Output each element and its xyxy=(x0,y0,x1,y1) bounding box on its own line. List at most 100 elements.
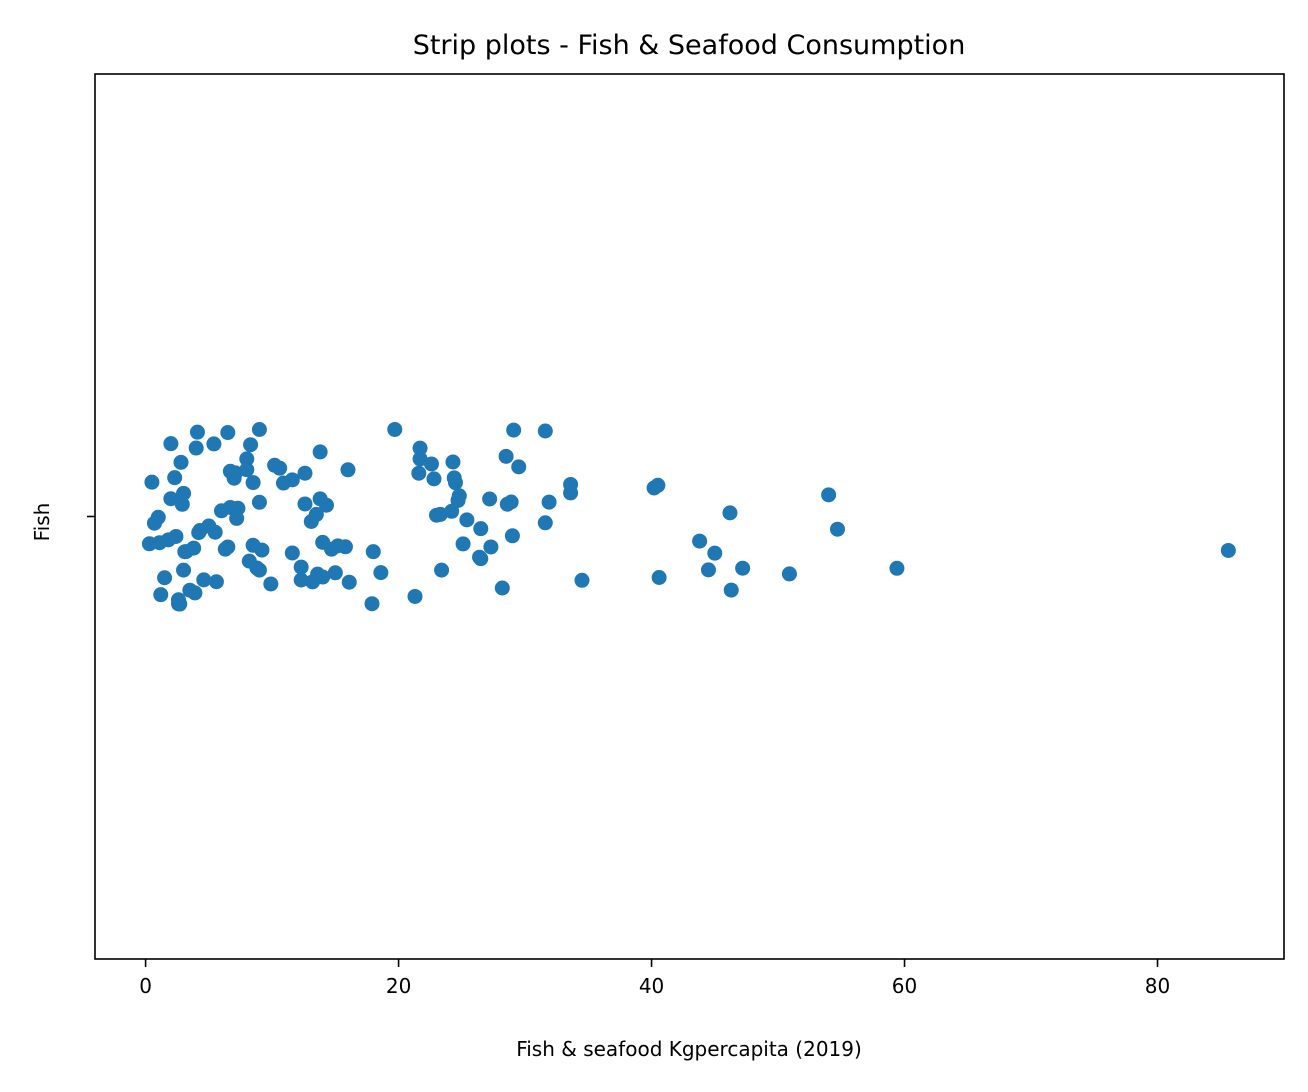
y-axis-label: Fish xyxy=(30,503,54,542)
data-point xyxy=(651,569,667,585)
data-point xyxy=(189,424,205,440)
data-point xyxy=(499,496,515,512)
data-point xyxy=(482,491,498,507)
data-point xyxy=(220,425,236,441)
data-point xyxy=(245,537,261,553)
data-point xyxy=(173,454,189,470)
data-point xyxy=(217,541,233,557)
data-point xyxy=(563,476,579,492)
data-point xyxy=(450,492,466,508)
data-point xyxy=(365,544,381,560)
data-point xyxy=(275,475,291,491)
data-point xyxy=(723,582,739,598)
data-point xyxy=(163,436,179,452)
data-point xyxy=(243,437,259,453)
data-point xyxy=(504,528,520,544)
data-point xyxy=(168,528,184,544)
data-point xyxy=(341,574,357,590)
data-point xyxy=(473,521,489,537)
data-point xyxy=(293,559,309,575)
data-point xyxy=(426,471,442,487)
data-point xyxy=(176,485,192,501)
data-point xyxy=(157,570,173,586)
data-point xyxy=(498,448,514,464)
data-point xyxy=(411,465,427,481)
data-point xyxy=(821,487,837,503)
data-point xyxy=(272,460,288,476)
data-point xyxy=(364,596,380,612)
data-point xyxy=(327,565,343,581)
data-point xyxy=(537,423,553,439)
data-point xyxy=(781,566,797,582)
data-point xyxy=(251,494,267,510)
data-point xyxy=(373,565,389,581)
data-point xyxy=(574,572,590,588)
data-point xyxy=(174,496,190,512)
data-point xyxy=(432,506,448,522)
data-point xyxy=(444,503,460,519)
data-point xyxy=(494,580,510,596)
chart-title: Strip plots - Fish & Seafood Consumption xyxy=(413,30,966,61)
data-point xyxy=(472,549,488,565)
data-point xyxy=(187,585,203,601)
data-point xyxy=(407,588,423,604)
x-tick-label: 40 xyxy=(639,974,664,998)
data-point xyxy=(692,533,708,549)
data-point xyxy=(459,512,475,528)
x-axis-label: Fish & seafood Kgpercapita (2019) xyxy=(516,1037,862,1061)
data-point xyxy=(1220,542,1236,558)
data-point xyxy=(178,544,194,560)
data-point xyxy=(541,494,557,510)
data-point xyxy=(387,421,403,437)
data-point xyxy=(251,422,267,438)
x-tick-label: 80 xyxy=(1145,974,1170,998)
data-point xyxy=(239,462,255,478)
data-point xyxy=(144,474,160,490)
data-point xyxy=(191,525,207,541)
data-point xyxy=(297,496,313,512)
data-point xyxy=(153,587,169,603)
data-point xyxy=(700,562,716,578)
data-point xyxy=(483,539,499,555)
data-point xyxy=(293,572,309,588)
data-point xyxy=(284,545,300,561)
data-point xyxy=(889,560,905,576)
data-point xyxy=(735,560,751,576)
data-point xyxy=(152,535,168,551)
data-point xyxy=(340,462,356,478)
x-tick-label: 20 xyxy=(386,974,411,998)
data-point xyxy=(511,459,527,475)
data-point xyxy=(829,521,845,537)
data-point xyxy=(297,465,313,481)
data-point xyxy=(423,456,439,472)
data-point xyxy=(172,596,188,612)
data-point xyxy=(412,440,428,456)
data-point xyxy=(196,572,212,588)
data-point xyxy=(263,576,279,592)
data-point xyxy=(455,536,471,552)
data-point xyxy=(206,436,222,452)
data-point xyxy=(315,569,331,585)
data-point xyxy=(163,491,179,507)
data-point xyxy=(251,562,267,578)
data-point xyxy=(188,440,204,456)
data-point xyxy=(506,422,522,438)
data-point xyxy=(167,470,183,486)
data-point xyxy=(312,444,328,460)
data-point xyxy=(208,574,224,590)
data-point xyxy=(722,505,738,521)
data-point xyxy=(445,454,461,470)
data-point xyxy=(176,562,192,578)
data-point xyxy=(337,539,353,555)
x-tick-label: 60 xyxy=(892,974,917,998)
plot-frame xyxy=(94,73,1285,960)
data-point xyxy=(222,463,238,479)
data-point xyxy=(324,541,340,557)
x-tick-label: 0 xyxy=(139,974,152,998)
data-point xyxy=(312,491,328,507)
data-point xyxy=(245,475,261,491)
data-point xyxy=(239,451,255,467)
data-point xyxy=(303,514,319,530)
